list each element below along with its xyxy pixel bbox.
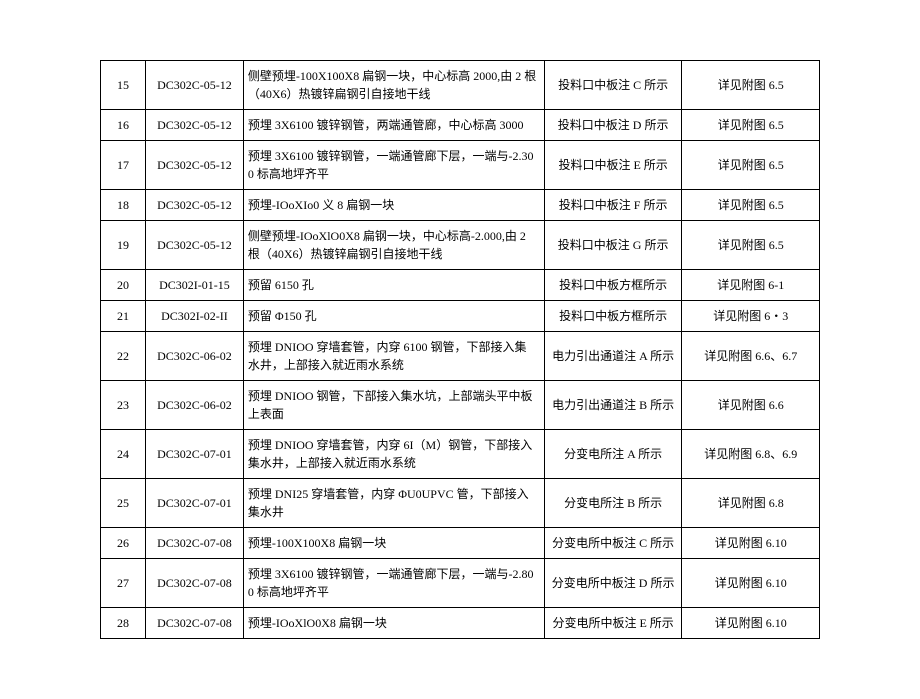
cell-code: DC302C-07-08 bbox=[145, 559, 243, 608]
cell-loc: 投料口中板注 G 所示 bbox=[544, 221, 682, 270]
cell-loc: 投料口中板注 C 所示 bbox=[544, 61, 682, 110]
cell-code: DC302C-05-12 bbox=[145, 61, 243, 110]
cell-loc: 分变电所中板注 E 所示 bbox=[544, 608, 682, 639]
table-row: 19DC302C-05-12侧壁预埋-IOoXlO0X8 扁钢一块，中心标高-2… bbox=[101, 221, 820, 270]
cell-num: 27 bbox=[101, 559, 146, 608]
cell-desc: 侧壁预埋-IOoXlO0X8 扁钢一块，中心标高-2.000,由 2 根（40X… bbox=[243, 221, 544, 270]
cell-num: 18 bbox=[101, 190, 146, 221]
cell-ref: 详见附图 6.8、6.9 bbox=[682, 430, 820, 479]
cell-desc: 预埋 DNI25 穿墙套管，内穿 ΦU0UPVC 管，下部接入集水井 bbox=[243, 479, 544, 528]
cell-desc: 预埋 3X6100 镀锌钢管，一端通管廊下层，一端与-2.800 标高地坪齐平 bbox=[243, 559, 544, 608]
cell-code: DC302C-05-12 bbox=[145, 190, 243, 221]
cell-code: DC302C-05-12 bbox=[145, 141, 243, 190]
cell-loc: 投料口中板方框所示 bbox=[544, 270, 682, 301]
table-row: 17DC302C-05-12预埋 3X6100 镀锌钢管，一端通管廊下层，一端与… bbox=[101, 141, 820, 190]
cell-num: 20 bbox=[101, 270, 146, 301]
cell-ref: 详见附图 6.8 bbox=[682, 479, 820, 528]
cell-num: 23 bbox=[101, 381, 146, 430]
cell-num: 24 bbox=[101, 430, 146, 479]
cell-num: 21 bbox=[101, 301, 146, 332]
table-row: 18DC302C-05-12预埋-IOoXIo0 义 8 扁钢一块投料口中板注 … bbox=[101, 190, 820, 221]
cell-ref: 详见附图 6.10 bbox=[682, 608, 820, 639]
cell-loc: 投料口中板方框所示 bbox=[544, 301, 682, 332]
cell-desc: 预埋 3X6100 镀锌钢管，两端通管廊，中心标高 3000 bbox=[243, 110, 544, 141]
cell-code: DC302I-01-15 bbox=[145, 270, 243, 301]
cell-code: DC302C-05-12 bbox=[145, 110, 243, 141]
cell-loc: 投料口中板注 E 所示 bbox=[544, 141, 682, 190]
table-row: 15DC302C-05-12侧壁预埋-100X100X8 扁钢一块，中心标高 2… bbox=[101, 61, 820, 110]
cell-ref: 详见附图 6.5 bbox=[682, 110, 820, 141]
cell-desc: 预埋 DNIOO 穿墙套管，内穿 6100 钢管，下部接入集水井，上部接入就近雨… bbox=[243, 332, 544, 381]
cell-num: 19 bbox=[101, 221, 146, 270]
cell-ref: 详见附图 6.10 bbox=[682, 559, 820, 608]
cell-loc: 投料口中板注 D 所示 bbox=[544, 110, 682, 141]
cell-desc: 侧壁预埋-100X100X8 扁钢一块，中心标高 2000,由 2 根（40X6… bbox=[243, 61, 544, 110]
cell-code: DC302C-07-08 bbox=[145, 528, 243, 559]
table-row: 24DC302C-07-01预埋 DNIOO 穿墙套管，内穿 6I（M）钢管，下… bbox=[101, 430, 820, 479]
cell-num: 26 bbox=[101, 528, 146, 559]
cell-desc: 预埋-100X100X8 扁钢一块 bbox=[243, 528, 544, 559]
cell-loc: 分变电所注 B 所示 bbox=[544, 479, 682, 528]
cell-code: DC302C-05-12 bbox=[145, 221, 243, 270]
table-row: 16DC302C-05-12预埋 3X6100 镀锌钢管，两端通管廊，中心标高 … bbox=[101, 110, 820, 141]
cell-ref: 详见附图 6.5 bbox=[682, 141, 820, 190]
cell-ref: 详见附图 6.10 bbox=[682, 528, 820, 559]
cell-code: DC302C-07-01 bbox=[145, 479, 243, 528]
table-row: 23DC302C-06-02预埋 DNIOO 钢管，下部接入集水坑，上部端头平中… bbox=[101, 381, 820, 430]
table-row: 21DC302I-02-II预留 Φ150 孔投料口中板方框所示详见附图 6・3 bbox=[101, 301, 820, 332]
cell-ref: 详见附图 6.5 bbox=[682, 61, 820, 110]
cell-ref: 详见附图 6.6 bbox=[682, 381, 820, 430]
table-row: 26DC302C-07-08预埋-100X100X8 扁钢一块分变电所中板注 C… bbox=[101, 528, 820, 559]
table-row: 20DC302I-01-15预留 6150 孔投料口中板方框所示详见附图 6-1 bbox=[101, 270, 820, 301]
cell-code: DC302C-07-08 bbox=[145, 608, 243, 639]
cell-code: DC302C-06-02 bbox=[145, 332, 243, 381]
table-row: 22DC302C-06-02预埋 DNIOO 穿墙套管，内穿 6100 钢管，下… bbox=[101, 332, 820, 381]
cell-num: 15 bbox=[101, 61, 146, 110]
cell-ref: 详见附图 6・3 bbox=[682, 301, 820, 332]
cell-ref: 详见附图 6.5 bbox=[682, 190, 820, 221]
cell-num: 17 bbox=[101, 141, 146, 190]
table-row: 25DC302C-07-01预埋 DNI25 穿墙套管，内穿 ΦU0UPVC 管… bbox=[101, 479, 820, 528]
cell-loc: 电力引出通道注 B 所示 bbox=[544, 381, 682, 430]
spec-table: 15DC302C-05-12侧壁预埋-100X100X8 扁钢一块，中心标高 2… bbox=[100, 60, 820, 639]
cell-code: DC302I-02-II bbox=[145, 301, 243, 332]
cell-num: 28 bbox=[101, 608, 146, 639]
cell-num: 22 bbox=[101, 332, 146, 381]
cell-desc: 预埋 3X6100 镀锌钢管，一端通管廊下层，一端与-2.300 标高地坪齐平 bbox=[243, 141, 544, 190]
spec-table-body: 15DC302C-05-12侧壁预埋-100X100X8 扁钢一块，中心标高 2… bbox=[101, 61, 820, 639]
cell-ref: 详见附图 6.5 bbox=[682, 221, 820, 270]
table-row: 27DC302C-07-08预埋 3X6100 镀锌钢管，一端通管廊下层，一端与… bbox=[101, 559, 820, 608]
cell-desc: 预留 6150 孔 bbox=[243, 270, 544, 301]
cell-code: DC302C-07-01 bbox=[145, 430, 243, 479]
cell-loc: 分变电所注 A 所示 bbox=[544, 430, 682, 479]
cell-ref: 详见附图 6.6、6.7 bbox=[682, 332, 820, 381]
cell-loc: 投料口中板注 F 所示 bbox=[544, 190, 682, 221]
cell-num: 25 bbox=[101, 479, 146, 528]
cell-num: 16 bbox=[101, 110, 146, 141]
cell-code: DC302C-06-02 bbox=[145, 381, 243, 430]
cell-loc: 分变电所中板注 C 所示 bbox=[544, 528, 682, 559]
cell-loc: 电力引出通道注 A 所示 bbox=[544, 332, 682, 381]
cell-ref: 详见附图 6-1 bbox=[682, 270, 820, 301]
table-row: 28DC302C-07-08预埋-IOoXlO0X8 扁钢一块分变电所中板注 E… bbox=[101, 608, 820, 639]
cell-desc: 预埋 DNIOO 穿墙套管，内穿 6I（M）钢管，下部接入集水井，上部接入就近雨… bbox=[243, 430, 544, 479]
cell-desc: 预埋-IOoXIo0 义 8 扁钢一块 bbox=[243, 190, 544, 221]
cell-desc: 预埋-IOoXlO0X8 扁钢一块 bbox=[243, 608, 544, 639]
cell-desc: 预埋 DNIOO 钢管，下部接入集水坑，上部端头平中板上表面 bbox=[243, 381, 544, 430]
cell-desc: 预留 Φ150 孔 bbox=[243, 301, 544, 332]
cell-loc: 分变电所中板注 D 所示 bbox=[544, 559, 682, 608]
